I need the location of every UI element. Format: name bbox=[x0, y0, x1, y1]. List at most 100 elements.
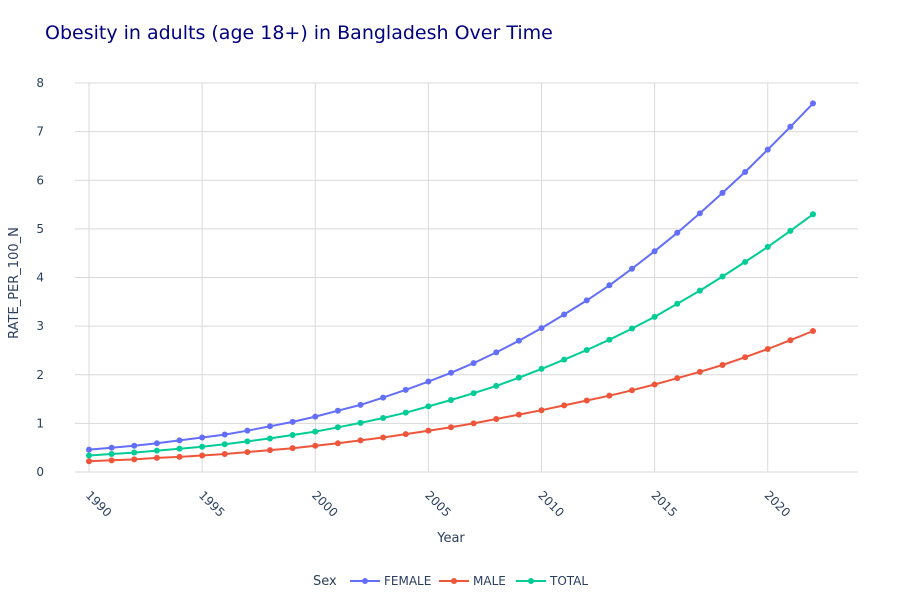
data-point bbox=[244, 449, 251, 456]
data-point bbox=[538, 365, 545, 372]
data-point bbox=[538, 325, 545, 332]
data-point bbox=[176, 453, 183, 460]
series-line bbox=[88, 330, 814, 463]
legend-title: Sex bbox=[313, 574, 337, 589]
data-point bbox=[719, 189, 726, 196]
data-point bbox=[425, 403, 432, 410]
x-axis-ticks: 1990 1995 2000 2005 2010 2015 2020 bbox=[83, 488, 793, 519]
data-point bbox=[674, 300, 681, 307]
data-point bbox=[515, 374, 522, 381]
data-point bbox=[651, 248, 658, 255]
data-point bbox=[402, 409, 409, 416]
legend-label: TOTAL bbox=[549, 574, 588, 588]
data-point bbox=[244, 427, 251, 434]
data-point bbox=[221, 451, 228, 458]
y-tick-label: 8 bbox=[36, 76, 44, 90]
data-point bbox=[810, 327, 816, 334]
legend-label: FEMALE bbox=[384, 574, 431, 588]
data-point bbox=[764, 345, 771, 352]
data-point bbox=[108, 444, 115, 451]
data-point bbox=[470, 390, 477, 397]
data-point bbox=[696, 210, 703, 217]
data-point bbox=[606, 392, 613, 399]
y-tick-label: 6 bbox=[36, 173, 44, 187]
data-point bbox=[561, 402, 568, 409]
data-point bbox=[334, 424, 341, 431]
data-point bbox=[334, 440, 341, 447]
data-point bbox=[583, 346, 590, 353]
data-point bbox=[380, 434, 387, 441]
data-point bbox=[674, 375, 681, 382]
data-point bbox=[583, 297, 590, 304]
data-point bbox=[289, 432, 296, 439]
data-point bbox=[470, 360, 477, 367]
data-point bbox=[561, 356, 568, 363]
data-point bbox=[493, 382, 500, 389]
y-tick-label: 3 bbox=[36, 319, 44, 333]
legend-marker bbox=[451, 578, 457, 584]
y-tick-label: 4 bbox=[36, 271, 44, 285]
legend-item-female[interactable]: FEMALE bbox=[350, 574, 431, 588]
data-point bbox=[425, 427, 432, 434]
data-point bbox=[583, 397, 590, 404]
data-point bbox=[289, 445, 296, 452]
data-point bbox=[787, 337, 794, 344]
x-tick-label: 2005 bbox=[422, 488, 453, 519]
data-point bbox=[199, 434, 206, 441]
data-point bbox=[651, 313, 658, 320]
data-point bbox=[696, 368, 703, 375]
x-tick-label: 1995 bbox=[196, 488, 227, 519]
y-tick-label: 2 bbox=[36, 368, 44, 382]
x-tick-label: 2000 bbox=[309, 488, 340, 519]
data-point bbox=[470, 420, 477, 427]
data-point bbox=[380, 415, 387, 422]
data-point bbox=[221, 441, 228, 448]
data-point bbox=[289, 418, 296, 425]
data-point bbox=[561, 311, 568, 318]
data-point bbox=[742, 354, 749, 361]
data-point bbox=[719, 362, 726, 369]
data-point bbox=[86, 452, 92, 459]
data-point bbox=[199, 443, 206, 450]
data-point bbox=[810, 211, 816, 218]
data-point bbox=[674, 229, 681, 236]
data-point bbox=[493, 415, 500, 422]
x-tick-label: 1990 bbox=[83, 488, 114, 519]
data-point bbox=[267, 423, 273, 430]
data-point bbox=[402, 431, 409, 438]
y-axis-title: RATE_PER_100_N bbox=[7, 227, 22, 339]
data-point bbox=[764, 243, 771, 250]
data-point bbox=[742, 168, 749, 175]
series-total bbox=[86, 211, 816, 459]
legend-marker bbox=[528, 578, 534, 584]
series-layer bbox=[86, 100, 816, 465]
x-tick-label: 2020 bbox=[762, 488, 793, 519]
data-point bbox=[515, 337, 522, 344]
data-point bbox=[153, 454, 160, 461]
data-point bbox=[357, 419, 364, 426]
series-male bbox=[86, 327, 816, 465]
data-point bbox=[538, 407, 545, 414]
data-point bbox=[380, 394, 387, 401]
y-tick-label: 7 bbox=[36, 125, 44, 139]
data-point bbox=[787, 227, 794, 234]
data-point bbox=[86, 446, 92, 453]
legend-item-male[interactable]: MALE bbox=[439, 574, 506, 588]
grid bbox=[75, 82, 858, 473]
data-point bbox=[629, 265, 635, 272]
data-point bbox=[86, 458, 92, 465]
data-point bbox=[334, 407, 341, 414]
x-tick-label: 2015 bbox=[649, 488, 680, 519]
data-point bbox=[493, 349, 500, 356]
legend-marker bbox=[362, 578, 368, 584]
data-point bbox=[108, 451, 115, 458]
y-tick-label: 0 bbox=[36, 465, 44, 479]
legend-item-total[interactable]: TOTAL bbox=[516, 574, 588, 588]
data-point bbox=[764, 146, 771, 153]
chart-title: Obesity in adults (age 18+) in Banglades… bbox=[45, 22, 553, 44]
data-point bbox=[312, 413, 319, 420]
data-point bbox=[176, 437, 183, 444]
data-point bbox=[448, 369, 454, 376]
data-point bbox=[131, 456, 138, 463]
